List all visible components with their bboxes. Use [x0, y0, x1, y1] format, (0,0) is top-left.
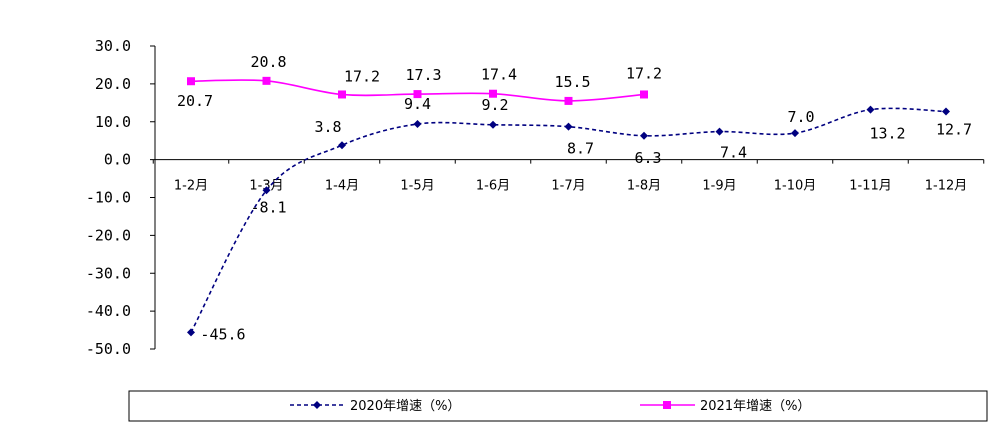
series-layer	[187, 76, 950, 337]
x-tick-label: 1-2月	[174, 179, 208, 194]
y-tick-label: -40.0	[86, 302, 131, 320]
x-tick-label: 1-8月	[627, 179, 661, 194]
series-line	[190, 107, 947, 333]
data-label: 17.2	[626, 64, 662, 82]
data-point-marker	[564, 96, 573, 105]
x-axis-ticks: 1-2月 1-3月 1-4月 1-5月 1-6月 1-7月 1-8月 1-9月 1-10月 1-1…	[152, 159, 985, 194]
data-point-marker	[640, 90, 648, 99]
data-point-marker	[187, 328, 195, 337]
data-point-marker	[489, 89, 497, 98]
data-label: 7.4	[720, 144, 747, 162]
data-point-marker	[564, 122, 573, 131]
legend-marker	[663, 401, 671, 409]
x-tick-label: 1-11月	[849, 179, 892, 194]
x-tick-label: 1-7月	[551, 179, 585, 194]
y-axis-ticks: 30.0 20.0 10.0 0.0 -10.0 -20.0 -30.0 -40.0 -50.0	[86, 37, 155, 358]
data-point-marker	[791, 129, 799, 138]
data-label: 9.4	[404, 95, 431, 113]
data-point-marker	[338, 141, 346, 150]
data-point-marker	[413, 120, 422, 129]
data-label: 13.2	[869, 125, 905, 143]
y-tick-label: 30.0	[95, 37, 131, 55]
series-2021	[187, 76, 648, 105]
data-label: 15.5	[554, 73, 590, 91]
data-label: 12.7	[936, 121, 972, 139]
data-point-marker	[942, 107, 950, 116]
x-tick-label: 1-12月	[925, 179, 968, 194]
data-point-marker	[262, 76, 271, 85]
y-tick-label: -50.0	[86, 340, 131, 358]
x-tick-label: 1-9月	[702, 179, 736, 194]
y-tick-label: -30.0	[86, 264, 131, 282]
legend-item-2020: 2020年增速（%）	[290, 399, 460, 414]
x-tick-label: 1-10月	[774, 179, 817, 194]
legend: 2020年增速（%） 2021年增速（%）	[128, 390, 988, 422]
data-point-marker	[866, 105, 875, 114]
y-tick-label: -20.0	[86, 226, 131, 244]
legend-item-2021: 2021年增速（%）	[640, 399, 810, 414]
data-label: 6.3	[634, 149, 661, 167]
data-point-marker	[640, 131, 648, 140]
data-label: 7.0	[787, 108, 814, 126]
y-tick-label: -10.0	[86, 189, 131, 207]
data-label: 9.2	[481, 96, 508, 114]
data-label: 17.3	[405, 66, 441, 84]
y-tick-label: 10.0	[95, 113, 131, 131]
data-label: 17.4	[481, 66, 517, 84]
y-tick-label: 20.0	[95, 75, 131, 93]
x-tick-label: 1-3月	[249, 179, 283, 194]
x-tick-label: 1-6月	[476, 179, 510, 194]
data-label: 20.7	[177, 92, 213, 110]
data-point-marker	[187, 77, 195, 86]
data-label: 8.7	[567, 140, 594, 158]
legend-box	[128, 390, 988, 422]
data-labels: -45.6 -8.1 3.8 9.4 9.2 8.7 6.3 7.4 7.0 13.2 12.7 20…	[177, 53, 972, 343]
x-tick-label: 1-4月	[325, 179, 359, 194]
x-tick-label: 1-5月	[400, 179, 434, 194]
data-point-marker	[338, 90, 346, 99]
data-label: -8.1	[250, 198, 286, 216]
data-label: 3.8	[314, 118, 341, 136]
data-point-marker	[715, 127, 724, 136]
data-point-marker	[489, 120, 497, 129]
y-tick-label: 0.0	[104, 151, 131, 169]
legend-label: 2021年增速（%）	[700, 399, 810, 414]
data-label: 20.8	[250, 53, 286, 71]
data-label: 17.2	[344, 67, 380, 85]
data-point-marker	[262, 186, 271, 195]
legend-marker	[313, 401, 321, 409]
legend-label: 2020年增速（%）	[350, 399, 460, 414]
data-point-marker	[413, 90, 422, 99]
series-2020	[187, 105, 950, 337]
data-label: -45.6	[200, 325, 245, 343]
